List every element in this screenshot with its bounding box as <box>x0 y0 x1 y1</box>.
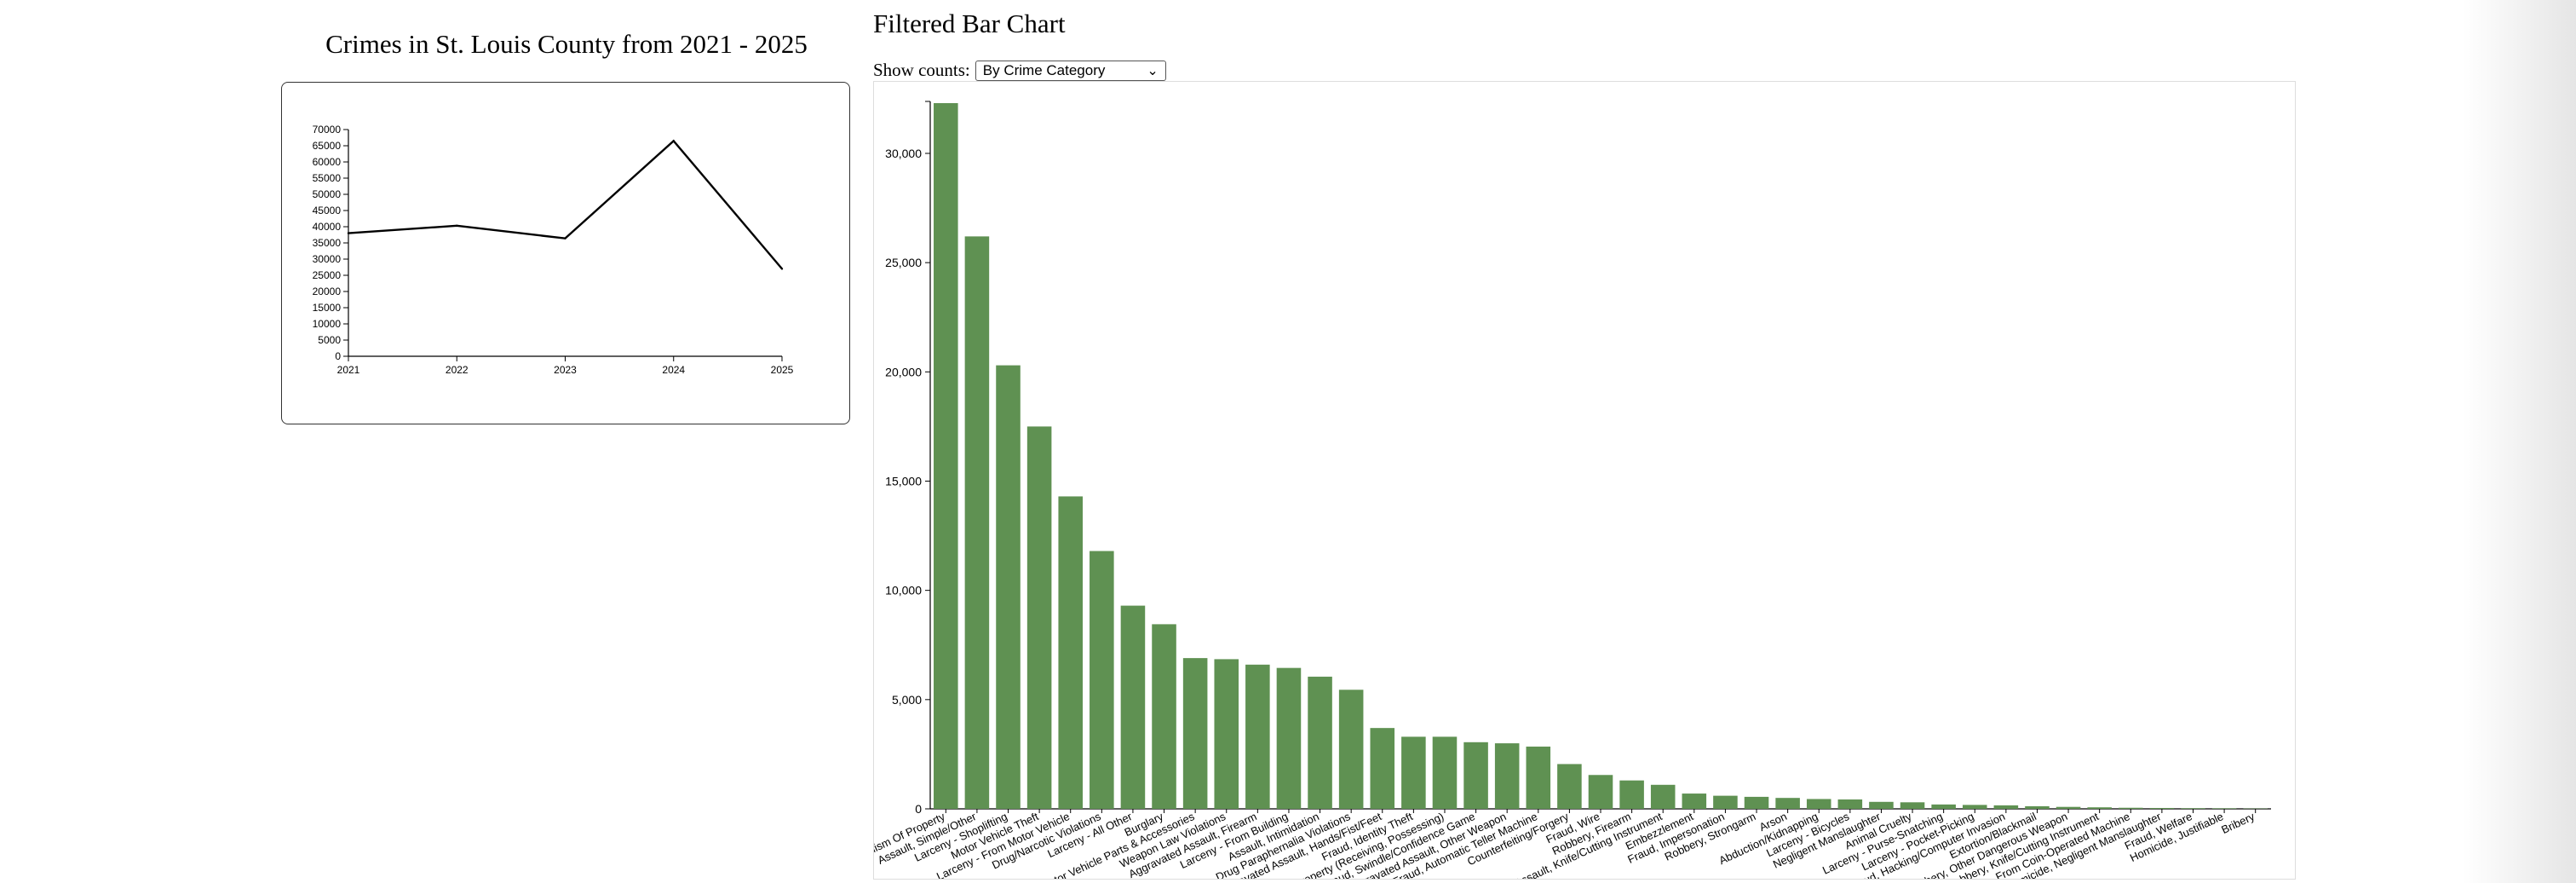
line-chart: 0 5000 10000 15000 20000 25000 30000 35000 40000… <box>313 124 794 376</box>
x-tick-label: 2021 <box>337 364 360 376</box>
y-tick-label: 35000 <box>313 237 342 249</box>
bar <box>2211 808 2237 809</box>
bar <box>1401 736 1426 809</box>
count-filter-control: Show counts: By Crime Category ⌄ <box>873 60 1166 81</box>
bar <box>1962 805 1987 809</box>
bar <box>1276 667 1302 809</box>
bar <box>1775 798 1800 809</box>
bar <box>2181 808 2205 809</box>
data-point <box>780 268 784 270</box>
bar <box>2149 807 2175 809</box>
y-tick-label: 60000 <box>313 156 342 168</box>
bar <box>1557 764 1582 809</box>
series-line <box>348 139 783 270</box>
line-chart-title: Crimes in St. Louis County from 2021 - 2… <box>325 29 808 59</box>
y-tick-label: 10000 <box>313 318 342 330</box>
bar-chart-title: Filtered Bar Chart <box>873 9 1066 38</box>
bar <box>1931 804 1956 809</box>
bar <box>1650 784 1676 809</box>
count-filter-label: Show counts: <box>873 60 970 80</box>
bar <box>2119 807 2143 809</box>
x-tick-label: 2022 <box>446 364 469 376</box>
y-tick-label: 30,000 <box>885 147 922 160</box>
data-point <box>672 140 675 142</box>
bar <box>1588 775 1613 809</box>
bar <box>1058 496 1083 809</box>
y-tick-label: 20,000 <box>885 365 922 378</box>
x-tick-label: 2023 <box>554 364 577 376</box>
y-tick-label: 15,000 <box>885 474 922 488</box>
bar <box>1120 605 1146 809</box>
bar <box>2025 805 2050 809</box>
bar <box>1526 746 1551 809</box>
y-tick-label: 40000 <box>313 221 342 233</box>
count-filter-select[interactable]: By Crime Category ⌄ <box>975 60 1166 81</box>
data-point <box>347 232 350 234</box>
bar-chart: 05,00010,00015,00020,00025,00030,000Vand… <box>874 101 2271 879</box>
count-filter-selected-value: By Crime Category <box>982 61 1106 78</box>
window-edge-shadow <box>2462 0 2576 883</box>
bar <box>1900 802 1925 809</box>
data-point <box>564 237 566 240</box>
bar <box>2087 807 2112 809</box>
bar <box>1619 780 1644 809</box>
bar <box>1682 794 1707 809</box>
x-tick-label: 2024 <box>662 364 685 376</box>
bar <box>996 365 1021 809</box>
y-tick-label: 45000 <box>313 205 342 216</box>
y-tick-label: 25,000 <box>885 256 922 269</box>
bar <box>1338 690 1364 809</box>
bar <box>1370 728 1395 809</box>
chevron-down-icon: ⌄ <box>1147 63 1159 78</box>
bar <box>1463 742 1488 809</box>
bar <box>1869 801 1894 809</box>
y-tick-label: 50000 <box>313 188 342 200</box>
y-tick-label: 10,000 <box>885 584 922 597</box>
y-tick-label: 30000 <box>313 253 342 265</box>
bar <box>1806 799 1831 809</box>
y-tick-label: 5000 <box>318 334 341 346</box>
bar <box>1744 796 1769 809</box>
bar <box>1494 743 1520 809</box>
bar-chart-frame: 0 5,000 10,000 15,000 20,000 25,000 30,000 Vand… <box>873 81 2296 880</box>
bar <box>1308 676 1332 809</box>
y-tick-label: 0 <box>915 802 922 816</box>
bar <box>1993 805 2019 809</box>
bar <box>964 236 990 809</box>
y-tick-label: 65000 <box>313 140 342 152</box>
bar <box>1090 551 1114 809</box>
bar <box>934 103 958 809</box>
y-tick-label: 20000 <box>313 286 342 297</box>
bar <box>1837 799 1863 809</box>
bar <box>1713 795 1738 809</box>
x-tick-label: Bribery <box>2219 810 2257 836</box>
line-chart-card: 0 5000 10000 15000 20000 25000 30000 35000 40000… <box>281 82 850 424</box>
y-tick-label: 25000 <box>313 269 342 281</box>
y-tick-label: 55000 <box>313 172 342 184</box>
bar <box>2056 806 2081 809</box>
y-tick-label: 0 <box>335 350 341 362</box>
bar <box>1214 659 1239 809</box>
y-tick-label: 70000 <box>313 124 342 136</box>
bar <box>1432 736 1458 809</box>
bar <box>1026 426 1052 809</box>
bar <box>1182 658 1208 809</box>
y-tick-label: 15000 <box>313 302 342 314</box>
data-point <box>456 224 458 228</box>
bar <box>1245 664 1270 809</box>
bar <box>1152 624 1176 809</box>
x-tick-label: 2025 <box>771 364 794 376</box>
y-tick-label: 5,000 <box>892 693 922 707</box>
